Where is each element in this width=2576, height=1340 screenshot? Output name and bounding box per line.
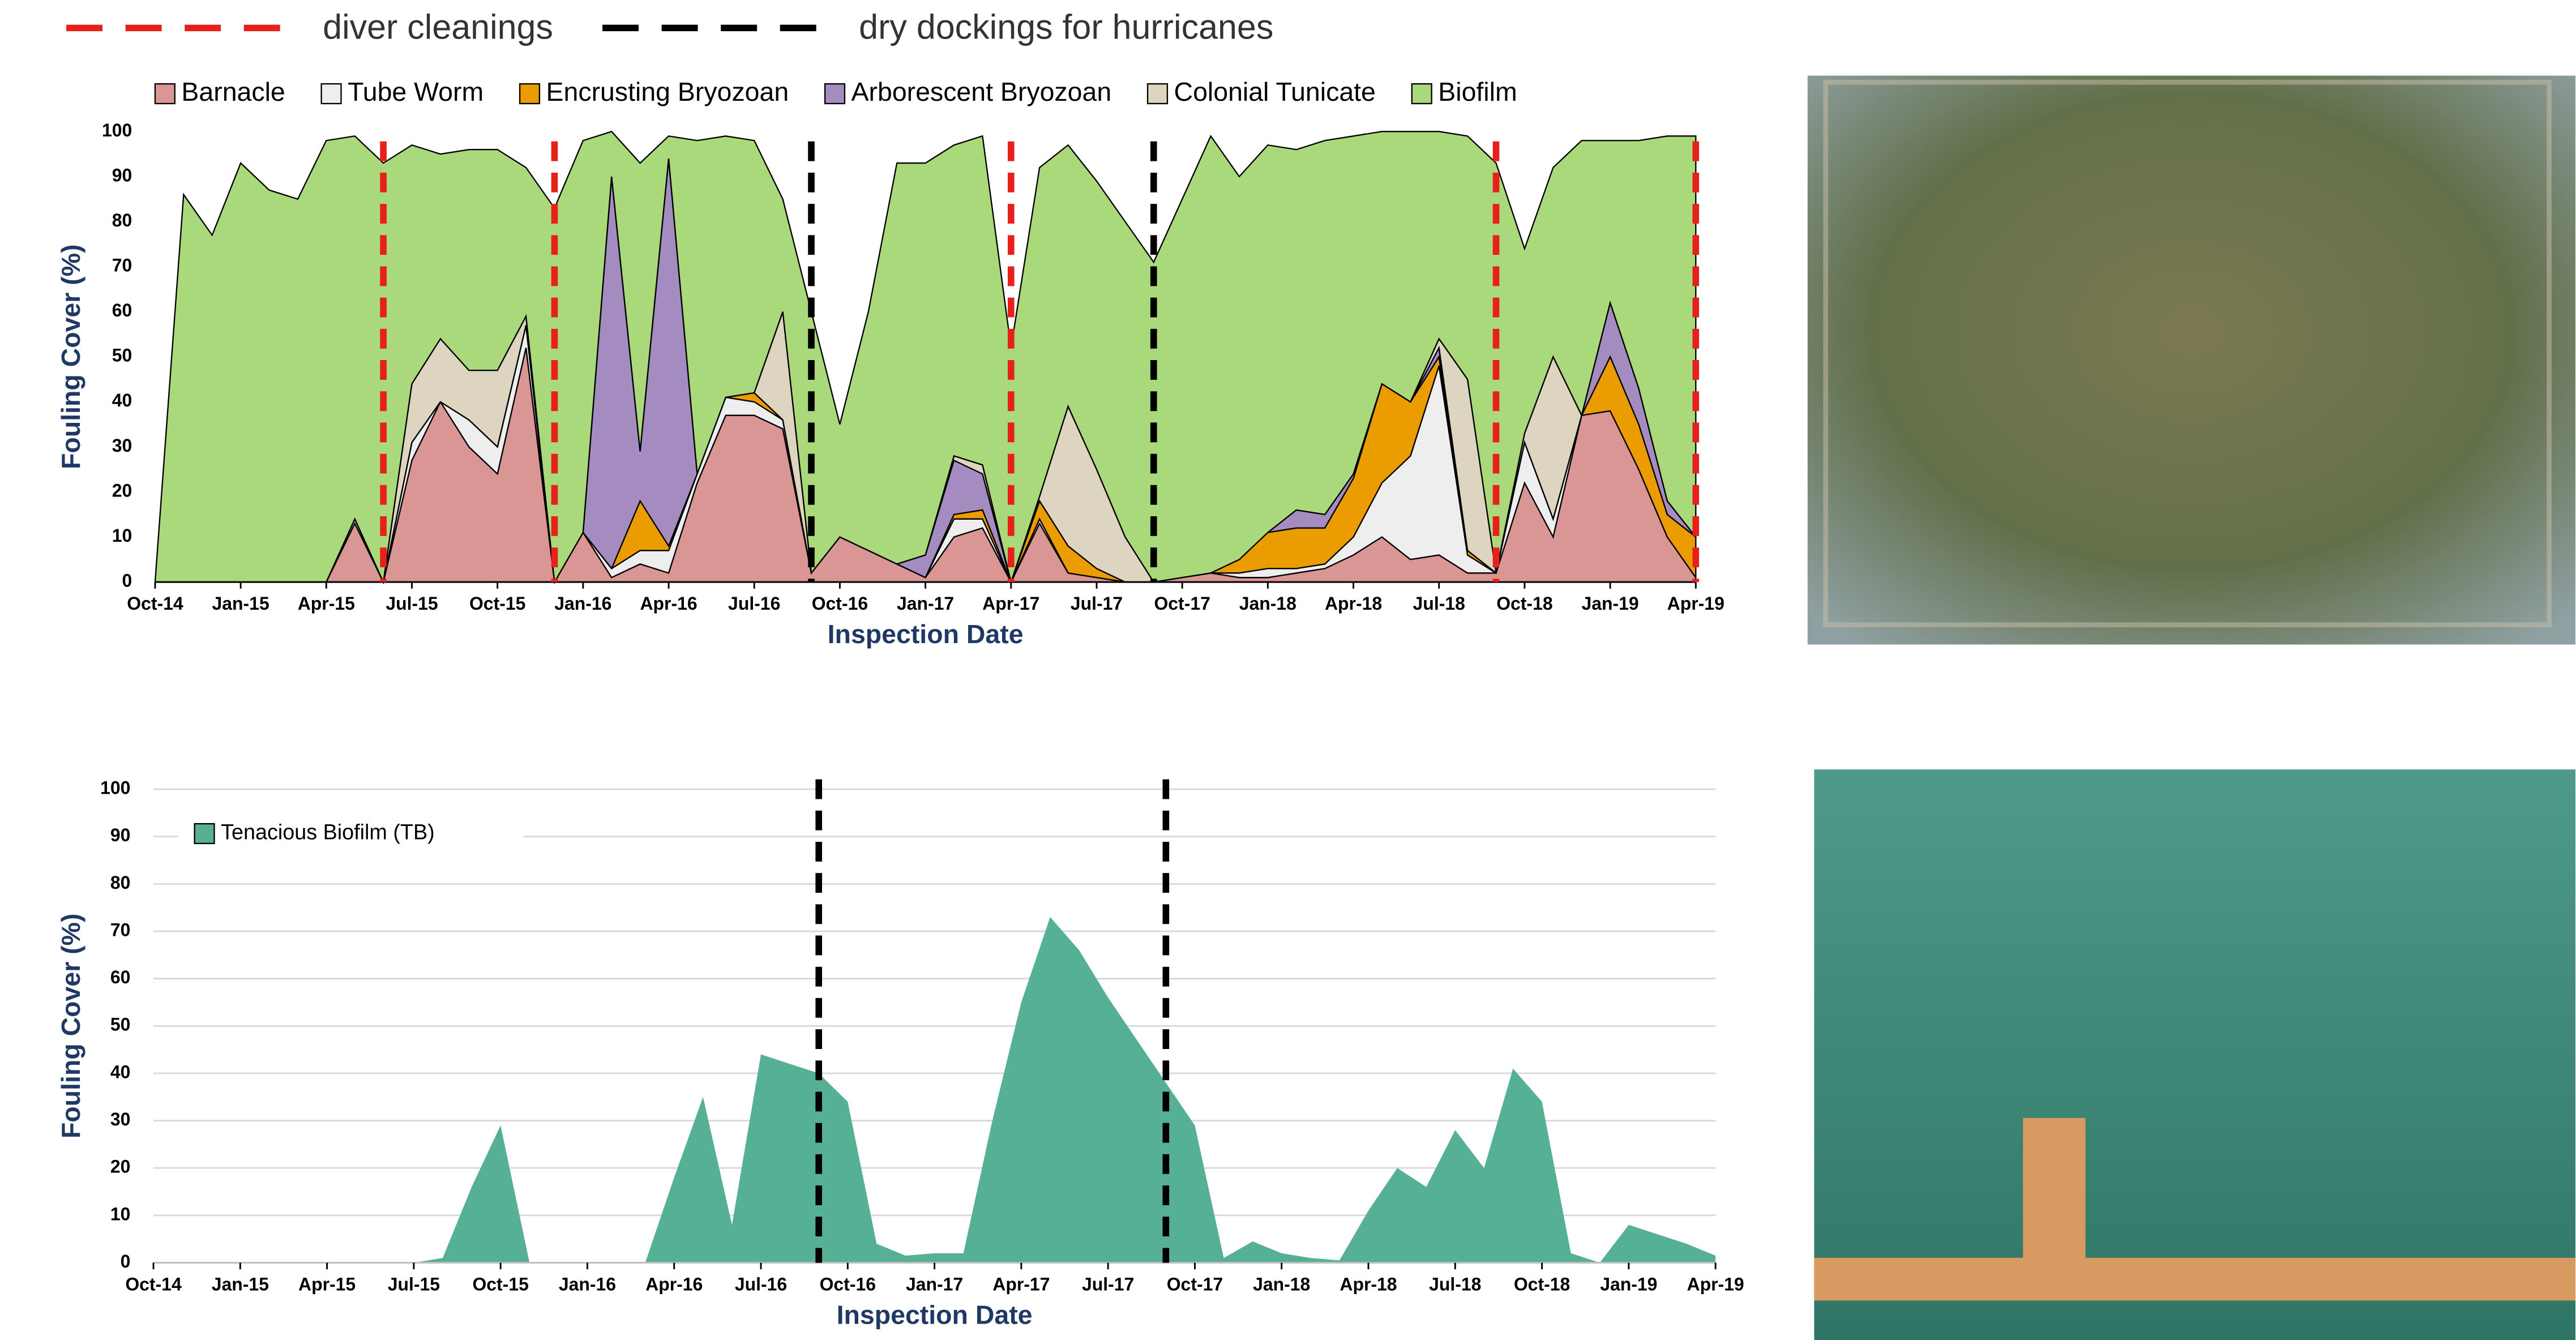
y-tick-label: 70 [112, 255, 132, 276]
legend-swatch [1411, 83, 1432, 105]
y-tick-label: 20 [112, 480, 132, 500]
y-tick-label: 70 [110, 919, 131, 940]
x-tick-label: Apr-19 [1687, 1274, 1744, 1295]
y-tick-label: 60 [110, 967, 131, 987]
x-tick-label: Jul-15 [388, 1274, 440, 1295]
x-tick-label: Apr-16 [645, 1274, 703, 1295]
area [153, 917, 1716, 1263]
chart: 0 10 20 30 40 50 60 70 80 90 100 Oct-14 Jan-15 Apr-15… [56, 777, 1744, 1329]
x-tick-label: Jan-17 [897, 593, 954, 614]
x-tick-label: Oct-17 [1154, 593, 1210, 614]
x-axis-title: Inspection Date [837, 1300, 1033, 1330]
x-tick-label: Jan-15 [212, 1274, 269, 1295]
x-tick-label: Jul-17 [1071, 593, 1123, 614]
legend-swatch [320, 83, 342, 105]
y-tick-label: 80 [110, 872, 131, 893]
y-tick-label: 40 [110, 1061, 131, 1082]
x-tick-label: Apr-17 [992, 1274, 1050, 1295]
event-legend-label: diver cleanings [323, 7, 553, 46]
x-tick-label: Apr-17 [982, 593, 1039, 614]
x-tick-label: Oct-14 [125, 1274, 182, 1295]
x-tick-label: Jan-16 [559, 1274, 616, 1295]
legend-swatch [1146, 83, 1169, 105]
y-tick-label: 90 [112, 165, 132, 185]
x-tick-label: Apr-15 [298, 1274, 356, 1295]
x-tick-label: Jul-15 [386, 593, 438, 614]
legend-label: Tube Worm [348, 77, 483, 106]
legend-label: Barnacle [181, 77, 285, 106]
x-tick-label: Jul-18 [1429, 1274, 1481, 1295]
legend-bg [178, 810, 524, 857]
y-axis-title: Fouling Cover (%) [56, 914, 85, 1138]
y-tick-label: 100 [100, 777, 130, 798]
legend-label: Arborescent Bryozoan [851, 77, 1112, 106]
y-tick-label: 20 [110, 1157, 131, 1177]
paint-stripe [1814, 1257, 2576, 1301]
x-tick-label: Oct-18 [1514, 1274, 1570, 1295]
y-tick-label: 0 [121, 1251, 131, 1271]
x-tick-label: Jul-16 [735, 1274, 787, 1295]
x-tick-label: Jan-16 [554, 593, 611, 614]
x-tick-label: Apr-18 [1340, 1274, 1397, 1295]
y-tick-label: 30 [110, 1109, 131, 1129]
photo [1807, 75, 2576, 645]
legend-swatch [824, 83, 846, 105]
y-tick-label: 80 [112, 210, 132, 230]
y-tick-label: 50 [110, 1014, 131, 1035]
x-tick-label: Jan-18 [1239, 593, 1296, 614]
chart: 0 10 20 30 40 50 60 70 80 90 100 Oct-14 Jan-15 Apr-15… [56, 7, 1725, 649]
legend-label: Colonial Tunicate [1174, 77, 1376, 106]
x-tick-label: Apr-18 [1325, 593, 1382, 614]
x-tick-label: Oct-15 [472, 1274, 528, 1295]
x-tick-label: Jan-17 [906, 1274, 963, 1295]
photo-top [1807, 75, 2576, 645]
y-tick-label: 50 [112, 345, 132, 366]
x-axis-title: Inspection Date [828, 619, 1024, 649]
legend-swatch [194, 823, 215, 845]
photo-bottom [1814, 769, 2576, 1340]
legend-label: Encrusting Bryozoan [546, 77, 789, 106]
y-tick-label: 10 [112, 525, 132, 546]
x-tick-label: Apr-16 [640, 593, 697, 614]
x-tick-label: Apr-19 [1667, 593, 1725, 614]
y-tick-label: 60 [112, 300, 132, 320]
legend-label: Tenacious Biofilm (TB) [221, 820, 435, 844]
x-tick-label: Jan-15 [212, 593, 269, 614]
x-tick-label: Jul-17 [1082, 1274, 1134, 1295]
y-tick-label: 100 [102, 120, 132, 140]
y-tick-label: 40 [112, 390, 132, 410]
y-tick-label: 30 [112, 435, 132, 456]
y-tick-label: 90 [110, 825, 131, 845]
y-tick-label: 10 [110, 1204, 131, 1224]
x-tick-label: Oct-16 [820, 1274, 876, 1295]
y-axis-title: Fouling Cover (%) [56, 245, 85, 469]
photo-frame [1823, 79, 2552, 627]
x-tick-label: Jan-18 [1253, 1274, 1310, 1295]
photo [1814, 769, 2576, 1340]
x-tick-label: Jan-19 [1600, 1274, 1657, 1295]
paint-mark [2023, 1118, 2086, 1266]
legend-swatch [519, 83, 541, 105]
legend-label: Biofilm [1438, 77, 1517, 106]
y-tick-label: 0 [122, 571, 132, 591]
x-tick-label: Oct-15 [469, 593, 525, 614]
x-tick-label: Jul-18 [1413, 593, 1465, 614]
x-tick-label: Jul-16 [728, 593, 780, 614]
event-legend-label: dry dockings for hurricanes [859, 7, 1273, 46]
x-tick-label: Apr-15 [298, 593, 355, 614]
x-tick-label: Oct-17 [1167, 1274, 1223, 1295]
legend-swatch [154, 83, 176, 105]
x-tick-label: Oct-18 [1496, 593, 1552, 614]
x-tick-label: Oct-16 [812, 593, 868, 614]
x-tick-label: Jan-19 [1581, 593, 1638, 614]
x-tick-label: Oct-14 [127, 593, 183, 614]
